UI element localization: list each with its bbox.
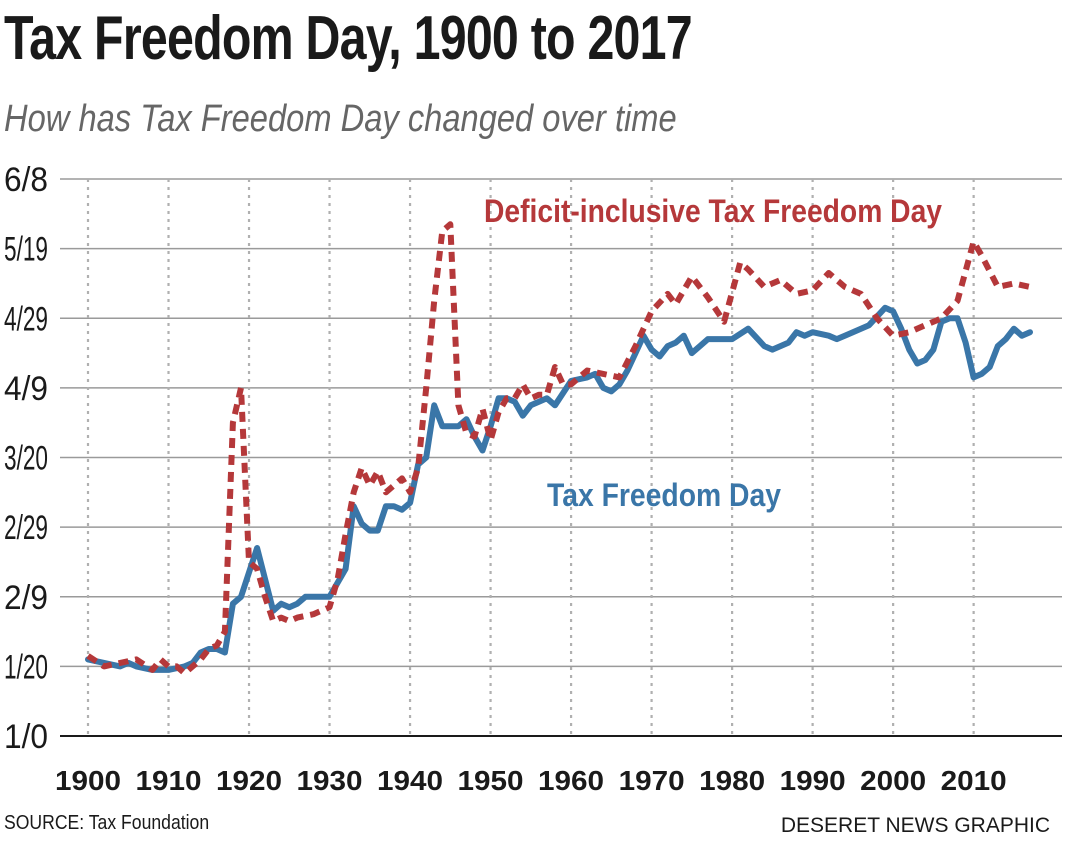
chart-title: Tax Freedom Day, 1900 to 2017 bbox=[4, 4, 693, 73]
y-tick-label: 2/29 bbox=[4, 509, 48, 547]
x-tick-label: 1980 bbox=[699, 765, 765, 796]
y-tick-label: 1/0 bbox=[4, 718, 48, 756]
deficit-series-label: Deficit-inclusive Tax Freedom Day bbox=[484, 193, 942, 229]
y-tick-label: 1/20 bbox=[4, 648, 48, 686]
x-tick-label: 1990 bbox=[780, 765, 846, 796]
grid bbox=[60, 178, 1062, 737]
deficit-inclusive-line bbox=[86, 221, 1031, 677]
chart-subtitle: How has Tax Freedom Day changed over tim… bbox=[4, 98, 677, 140]
y-tick-label: 5/19 bbox=[4, 231, 48, 269]
y-tick-label: 4/9 bbox=[4, 370, 48, 408]
graphic-credit: DESERET NEWS GRAPHIC bbox=[780, 814, 1050, 837]
y-axis: 1/0 1/20 2/9 2/29 3/20 4/9 4/29 5/19 6/8 bbox=[4, 161, 48, 756]
x-tick-label: 1930 bbox=[297, 765, 363, 796]
x-tick-label: 1920 bbox=[216, 765, 282, 796]
plot-lines bbox=[85, 221, 1033, 677]
source-note: SOURCE: Tax Foundation bbox=[4, 812, 210, 834]
tax-freedom-day-line bbox=[85, 304, 1033, 673]
x-tick-label: 1970 bbox=[619, 765, 685, 796]
y-tick-label: 3/20 bbox=[4, 440, 48, 478]
x-tick-label: 2000 bbox=[860, 765, 926, 796]
x-axis: 1900 1910 1920 1930 1940 1950 1960 1970 1980 1990… bbox=[55, 765, 1007, 796]
x-tick-label: 1960 bbox=[538, 765, 604, 796]
x-tick-label: 1950 bbox=[458, 765, 524, 796]
y-tick-label: 6/8 bbox=[4, 161, 48, 199]
x-tick-label: 1910 bbox=[136, 765, 202, 796]
x-tick-label: 1900 bbox=[55, 765, 121, 796]
tfd-series-label: Tax Freedom Day bbox=[547, 477, 781, 513]
y-tick-label: 2/9 bbox=[4, 579, 48, 617]
y-tick-label: 4/29 bbox=[4, 300, 48, 338]
x-tick-label: 2010 bbox=[941, 765, 1007, 796]
x-tick-label: 1940 bbox=[377, 765, 443, 796]
